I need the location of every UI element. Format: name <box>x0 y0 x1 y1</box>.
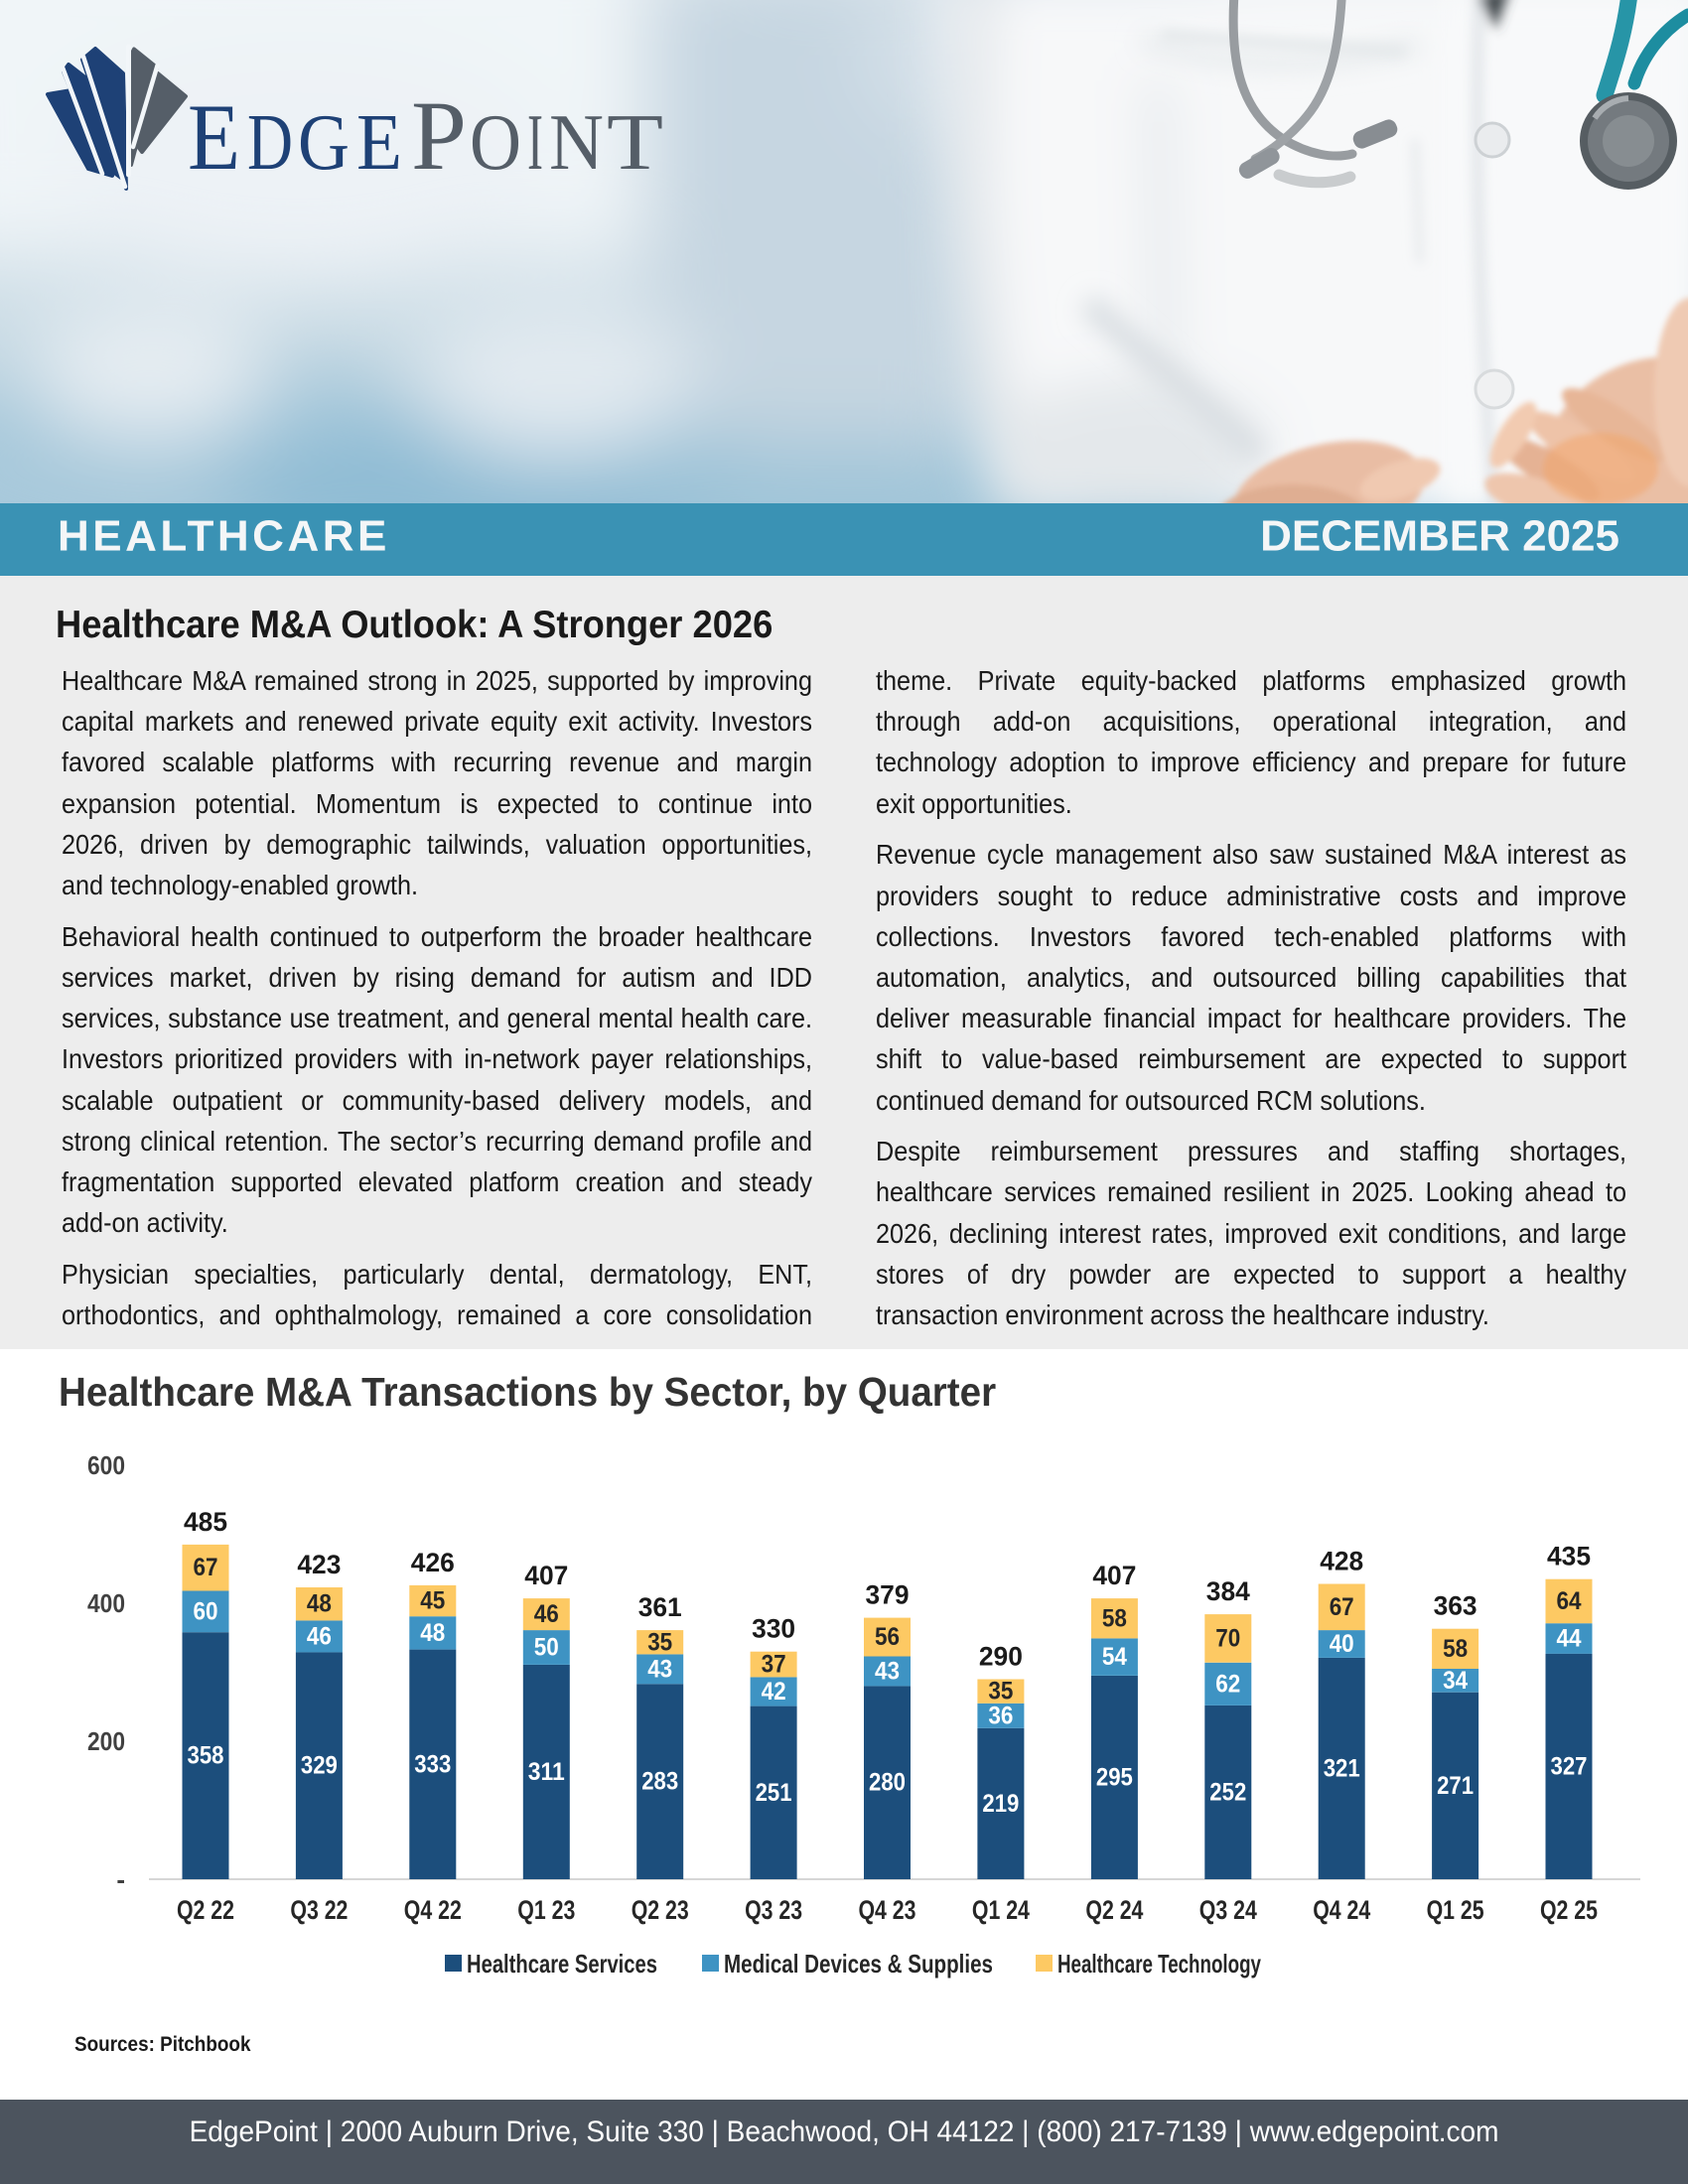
svg-text:Q3 23: Q3 23 <box>745 1895 802 1925</box>
svg-text:67: 67 <box>194 1554 218 1581</box>
svg-text:48: 48 <box>307 1590 332 1618</box>
svg-text:423: 423 <box>297 1550 341 1579</box>
svg-text:56: 56 <box>875 1623 900 1651</box>
svg-text:Q2 23: Q2 23 <box>632 1895 689 1925</box>
svg-text:Medical Devices & Supplies: Medical Devices & Supplies <box>724 1949 993 1979</box>
svg-text:E: E <box>188 84 240 190</box>
svg-text:54: 54 <box>1102 1643 1127 1671</box>
svg-text:363: 363 <box>1434 1591 1477 1621</box>
svg-text:N: N <box>549 97 604 187</box>
svg-text:290: 290 <box>979 1642 1023 1672</box>
svg-text:45: 45 <box>420 1587 445 1615</box>
svg-text:D: D <box>247 97 293 187</box>
svg-text:Q1 25: Q1 25 <box>1427 1895 1484 1925</box>
svg-text:200: 200 <box>87 1726 125 1756</box>
svg-text:Healthcare Services: Healthcare Services <box>467 1949 657 1979</box>
svg-text:35: 35 <box>988 1678 1013 1706</box>
svg-text:Q1 24: Q1 24 <box>972 1895 1030 1925</box>
svg-text:Q2 24: Q2 24 <box>1085 1895 1143 1925</box>
svg-text:329: 329 <box>301 1752 338 1780</box>
svg-text:Q4 24: Q4 24 <box>1313 1895 1370 1925</box>
svg-text:64: 64 <box>1557 1587 1582 1615</box>
svg-text:361: 361 <box>638 1592 682 1622</box>
svg-text:252: 252 <box>1209 1778 1246 1806</box>
svg-text:426: 426 <box>411 1548 455 1577</box>
svg-text:333: 333 <box>414 1750 451 1778</box>
svg-text:Healthcare Technology: Healthcare Technology <box>1057 1949 1261 1979</box>
svg-text:327: 327 <box>1551 1752 1588 1780</box>
svg-text:67: 67 <box>1330 1593 1354 1621</box>
svg-text:330: 330 <box>752 1614 795 1644</box>
svg-text:Q3 22: Q3 22 <box>290 1895 348 1925</box>
svg-text:384: 384 <box>1206 1576 1250 1606</box>
svg-text:60: 60 <box>194 1597 218 1625</box>
svg-text:251: 251 <box>756 1779 792 1807</box>
svg-text:35: 35 <box>647 1628 672 1656</box>
svg-text:G: G <box>298 97 350 187</box>
svg-text:O: O <box>470 97 521 187</box>
svg-text:428: 428 <box>1320 1547 1363 1576</box>
svg-text:600: 600 <box>87 1450 125 1480</box>
svg-text:-: - <box>116 1864 125 1894</box>
svg-text:46: 46 <box>307 1622 332 1650</box>
svg-text:36: 36 <box>988 1702 1013 1729</box>
svg-text:400: 400 <box>87 1588 125 1618</box>
svg-text:I: I <box>527 97 543 187</box>
svg-text:P: P <box>411 80 467 191</box>
svg-text:42: 42 <box>762 1678 786 1706</box>
svg-text:E: E <box>356 97 402 187</box>
svg-text:70: 70 <box>1215 1624 1240 1652</box>
svg-text:219: 219 <box>982 1790 1019 1818</box>
svg-text:Q1 23: Q1 23 <box>517 1895 575 1925</box>
svg-text:50: 50 <box>534 1634 559 1662</box>
svg-text:Q4 23: Q4 23 <box>859 1895 916 1925</box>
svg-text:44: 44 <box>1557 1624 1582 1652</box>
svg-text:62: 62 <box>1215 1670 1240 1698</box>
svg-text:58: 58 <box>1102 1604 1127 1632</box>
svg-text:295: 295 <box>1096 1764 1133 1792</box>
svg-text:Q3 24: Q3 24 <box>1199 1895 1257 1925</box>
svg-text:321: 321 <box>1324 1755 1360 1783</box>
svg-text:46: 46 <box>534 1600 559 1628</box>
svg-text:43: 43 <box>875 1658 900 1686</box>
svg-text:280: 280 <box>869 1769 906 1797</box>
svg-text:283: 283 <box>641 1768 678 1796</box>
svg-text:43: 43 <box>647 1655 672 1683</box>
svg-text:T: T <box>607 97 663 187</box>
svg-text:271: 271 <box>1437 1772 1474 1800</box>
svg-text:Q4 22: Q4 22 <box>404 1895 462 1925</box>
svg-text:34: 34 <box>1443 1667 1468 1695</box>
svg-text:379: 379 <box>866 1580 910 1610</box>
svg-text:Q2 25: Q2 25 <box>1540 1895 1598 1925</box>
svg-text:435: 435 <box>1547 1542 1591 1571</box>
svg-text:407: 407 <box>524 1561 568 1590</box>
svg-text:37: 37 <box>762 1651 786 1679</box>
svg-text:48: 48 <box>420 1619 445 1647</box>
svg-text:40: 40 <box>1330 1630 1354 1658</box>
svg-text:58: 58 <box>1443 1635 1468 1663</box>
svg-text:485: 485 <box>184 1507 227 1537</box>
svg-text:407: 407 <box>1092 1561 1136 1590</box>
svg-text:358: 358 <box>188 1742 224 1770</box>
svg-text:311: 311 <box>528 1758 565 1786</box>
svg-text:Q2 22: Q2 22 <box>177 1895 234 1925</box>
